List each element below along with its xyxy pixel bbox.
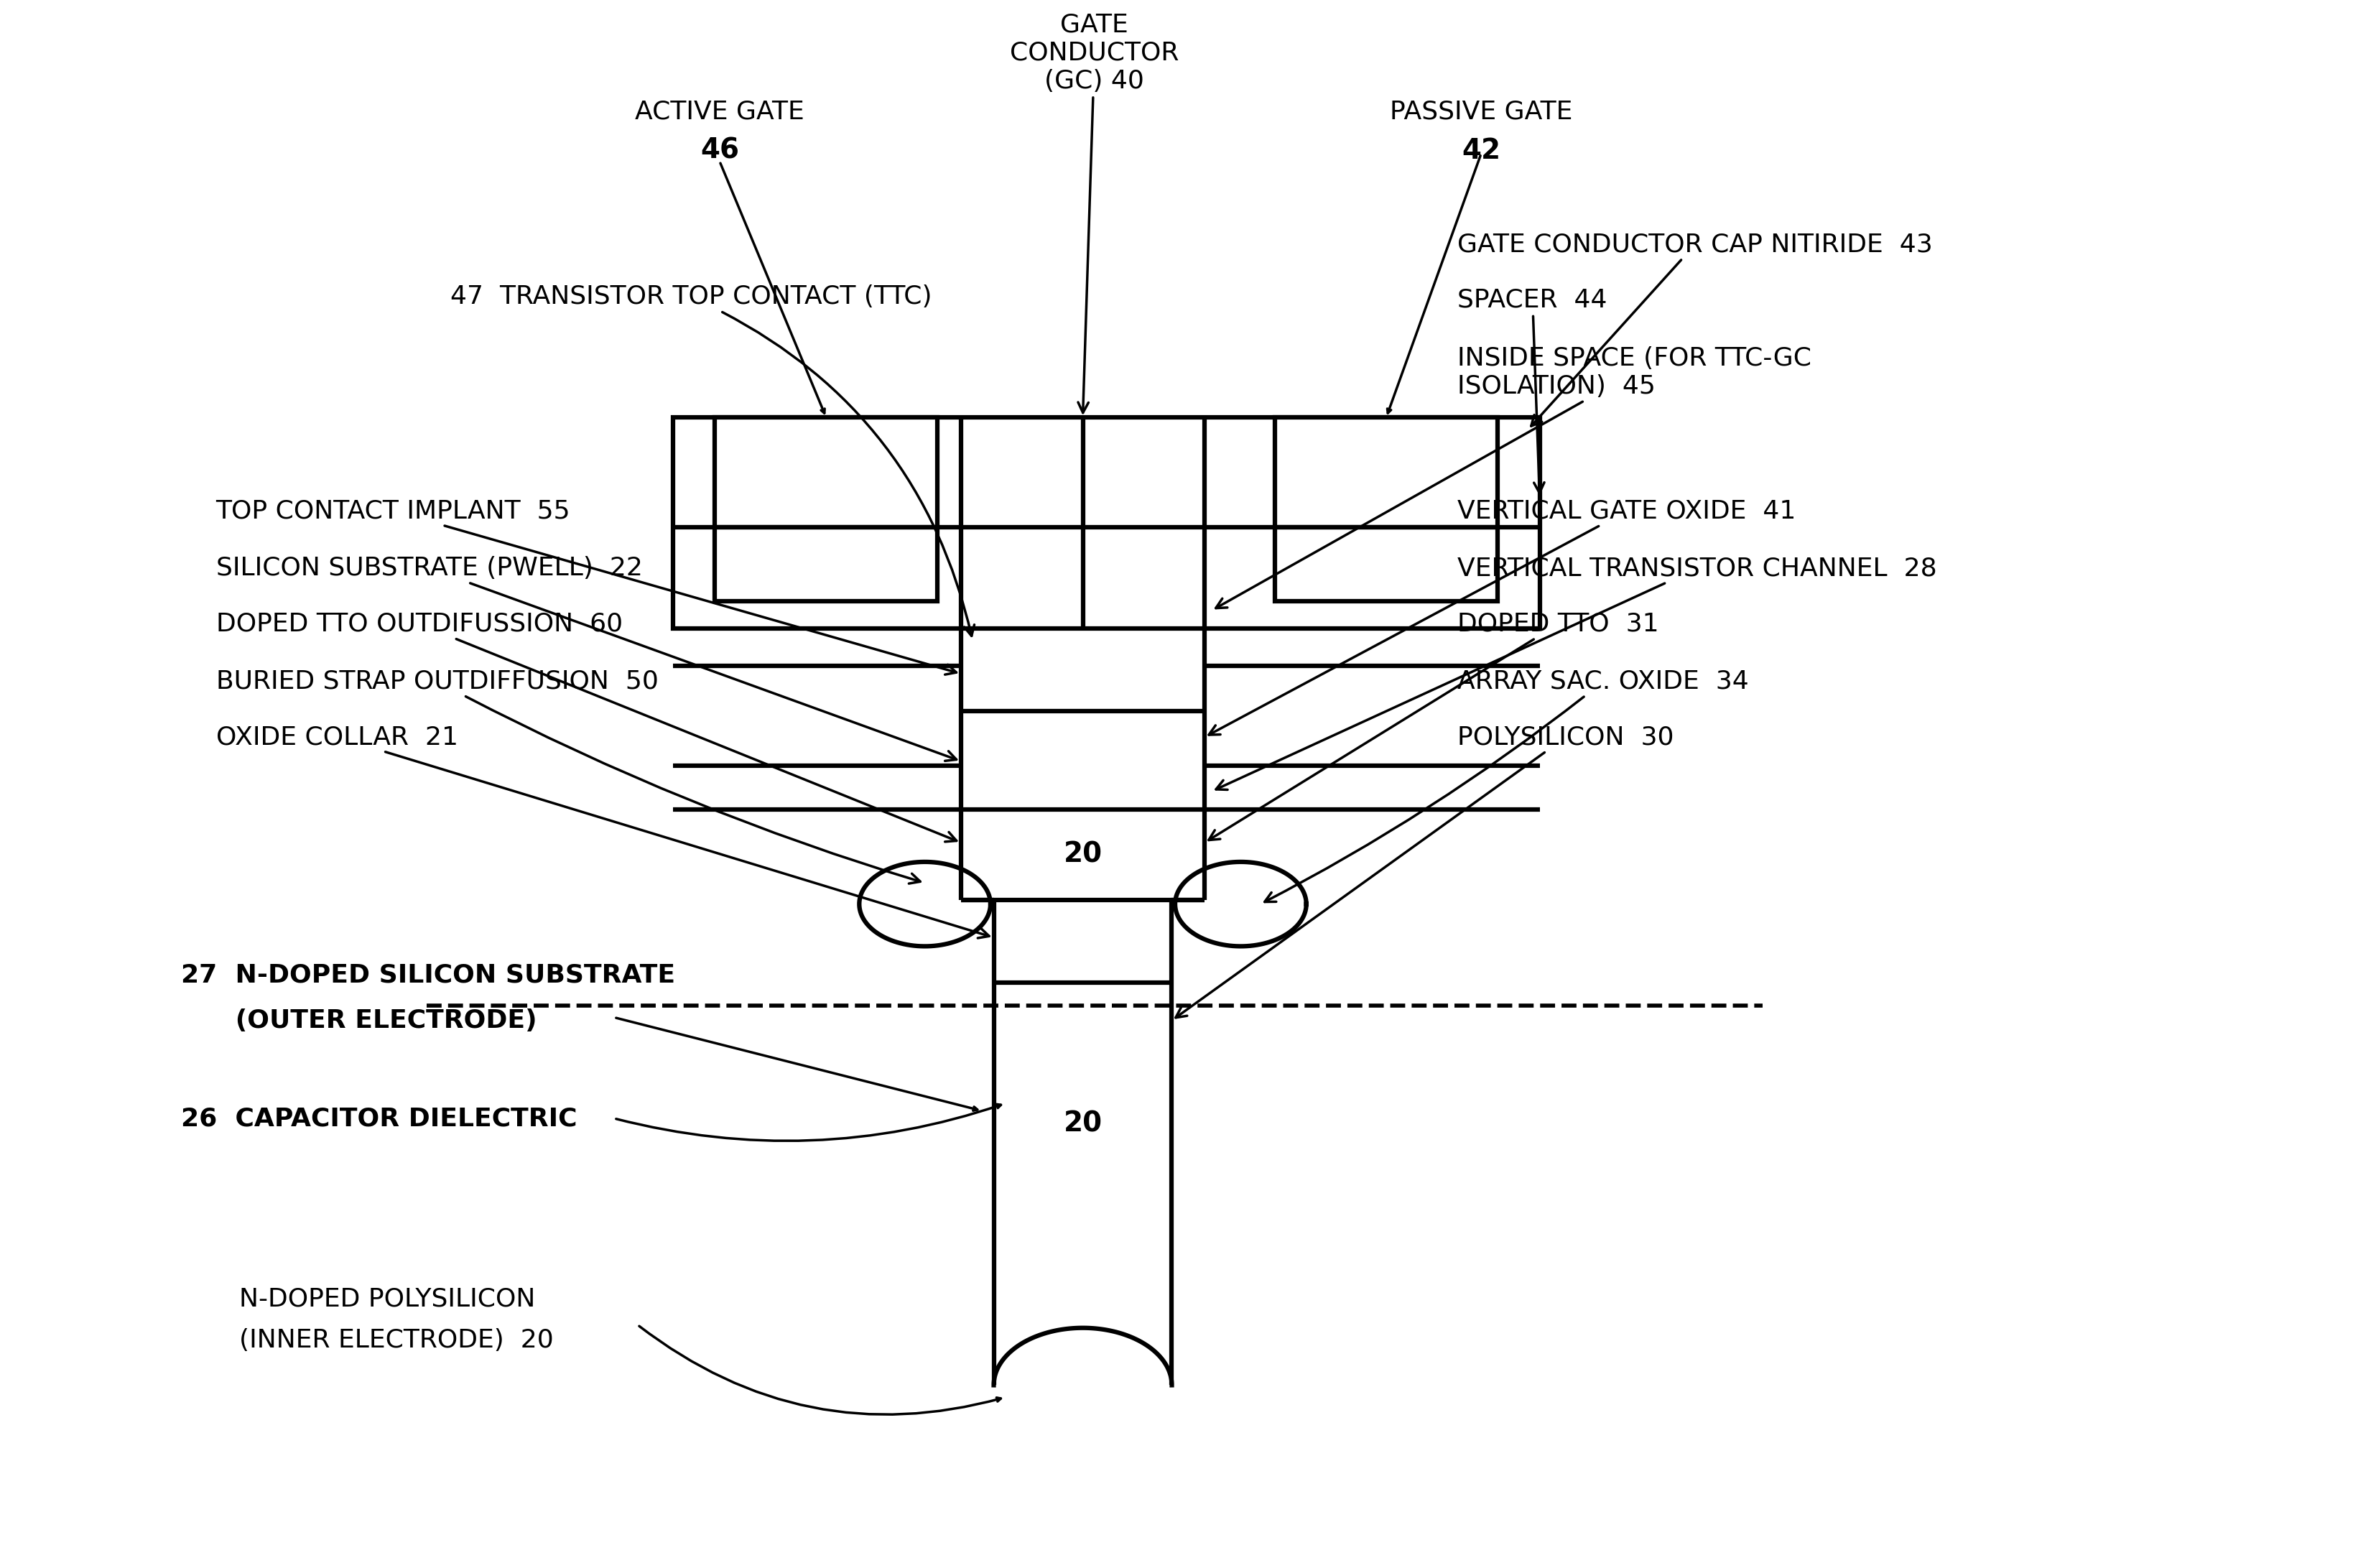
Bar (1275, 417, 1497, 602)
Text: 46: 46 (701, 136, 739, 165)
Text: (OUTER ELECTRODE): (OUTER ELECTRODE) (181, 1008, 536, 1033)
Text: VERTICAL TRANSISTOR CHANNEL  28: VERTICAL TRANSISTOR CHANNEL 28 (1217, 557, 1937, 790)
Bar (715, 417, 936, 602)
Text: OXIDE COLLAR  21: OXIDE COLLAR 21 (216, 724, 988, 938)
Text: TOP CONTACT IMPLANT  55: TOP CONTACT IMPLANT 55 (216, 499, 955, 674)
Text: VERTICAL GATE OXIDE  41: VERTICAL GATE OXIDE 41 (1209, 499, 1795, 735)
Text: SPACER  44: SPACER 44 (1457, 289, 1607, 492)
Text: POLYSILICON  30: POLYSILICON 30 (1176, 724, 1675, 1018)
Text: ACTIVE GATE: ACTIVE GATE (635, 99, 805, 124)
Text: INSIDE SPACE (FOR TTC-GC
ISOLATION)  45: INSIDE SPACE (FOR TTC-GC ISOLATION) 45 (1217, 347, 1812, 608)
Text: 26  CAPACITOR DIELECTRIC: 26 CAPACITOR DIELECTRIC (181, 1105, 576, 1131)
Text: 20: 20 (1064, 1110, 1101, 1137)
Text: GATE CONDUCTOR CAP NITIRIDE  43: GATE CONDUCTOR CAP NITIRIDE 43 (1457, 232, 1932, 426)
Text: N-DOPED POLYSILICON: N-DOPED POLYSILICON (240, 1287, 536, 1311)
Text: (INNER ELECTRODE)  20: (INNER ELECTRODE) 20 (240, 1328, 553, 1352)
Text: PASSIVE GATE: PASSIVE GATE (1391, 99, 1572, 124)
Text: DOPED TTO  31: DOPED TTO 31 (1209, 612, 1659, 840)
Text: GATE
CONDUCTOR
(GC) 40: GATE CONDUCTOR (GC) 40 (1009, 13, 1179, 412)
Text: 42: 42 (1461, 136, 1501, 165)
Text: DOPED TTO OUTDIFUSSION  60: DOPED TTO OUTDIFUSSION 60 (216, 612, 958, 842)
Text: ARRAY SAC. OXIDE  34: ARRAY SAC. OXIDE 34 (1264, 670, 1748, 902)
Text: 27  N-DOPED SILICON SUBSTRATE: 27 N-DOPED SILICON SUBSTRATE (181, 963, 675, 988)
Text: SILICON SUBSTRATE (PWELL)  22: SILICON SUBSTRATE (PWELL) 22 (216, 557, 955, 760)
Bar (673, 417, 1539, 629)
Text: ACTIVE GATE: ACTIVE GATE (5, 1562, 12, 1563)
Text: 47  TRANSISTOR TOP CONTACT (TTC): 47 TRANSISTOR TOP CONTACT (TTC) (449, 285, 974, 637)
Text: 20: 20 (1064, 840, 1101, 869)
Text: BURIED STRAP OUTDIFFUSION  50: BURIED STRAP OUTDIFFUSION 50 (216, 670, 920, 883)
